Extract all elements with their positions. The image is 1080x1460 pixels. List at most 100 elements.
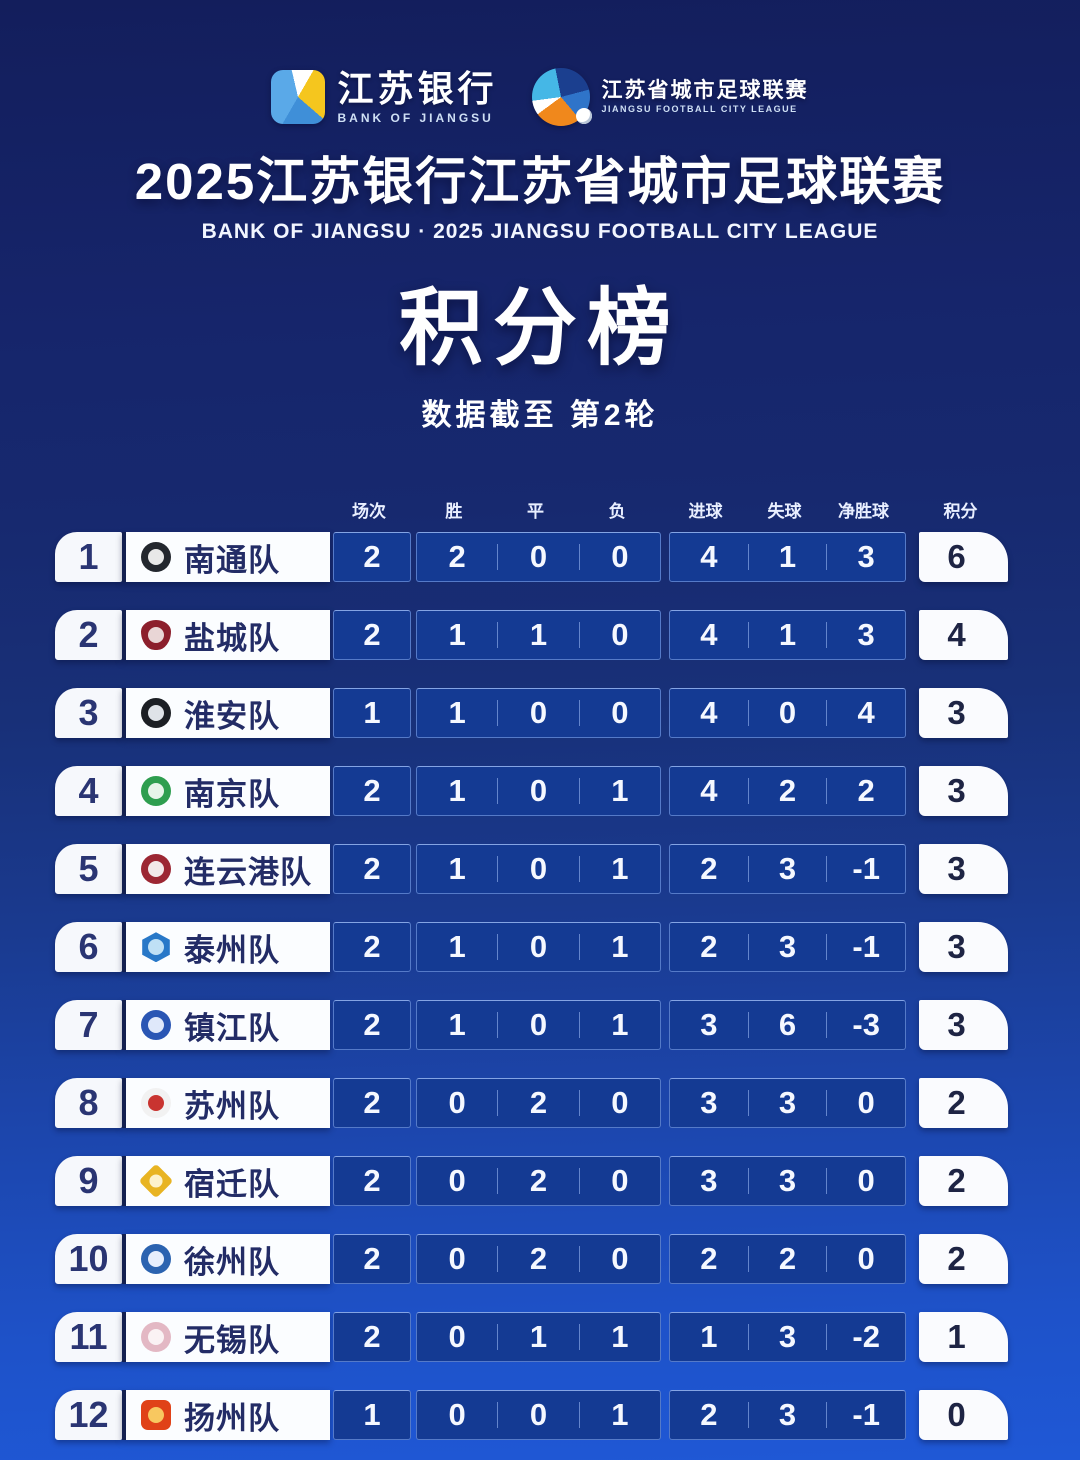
points-value: 3 bbox=[947, 928, 966, 966]
rank-badge: 6 bbox=[55, 922, 122, 973]
stat-played-value: 2 bbox=[363, 617, 381, 653]
stat-draw-value: 0 bbox=[529, 1007, 548, 1043]
stat-played-cell: 2 bbox=[333, 610, 411, 661]
stat-played-value: 1 bbox=[363, 695, 381, 731]
stat-goals-cell: 2 2 0 bbox=[669, 1234, 906, 1285]
points-value: 3 bbox=[947, 772, 966, 810]
stat-goal-diff-value: 4 bbox=[857, 695, 875, 731]
stat-goals-against-value: 2 bbox=[778, 1241, 797, 1277]
team-name: 苏州队 bbox=[184, 1088, 280, 1124]
rank-number: 2 bbox=[78, 614, 99, 656]
points-value: 1 bbox=[947, 1318, 966, 1356]
stat-win-value: 0 bbox=[448, 1319, 466, 1355]
col-header-goals-against: 失球 bbox=[767, 501, 802, 521]
rank-badge: 11 bbox=[55, 1312, 122, 1363]
team-badge-icon bbox=[141, 1244, 171, 1275]
stat-draw-value: 2 bbox=[529, 1085, 548, 1121]
stat-win-value: 1 bbox=[448, 773, 466, 809]
stat-played-value: 2 bbox=[363, 1085, 381, 1121]
stat-played-cell: 2 bbox=[333, 1078, 411, 1129]
col-header-played: 场次 bbox=[352, 501, 386, 521]
league-name-cn: 江苏省城市足球联赛 bbox=[601, 79, 809, 102]
team-name: 南京队 bbox=[184, 776, 280, 812]
stat-goals-cell: 4 1 3 bbox=[669, 532, 906, 583]
rank-number: 8 bbox=[78, 1082, 99, 1124]
cell-divider bbox=[497, 544, 499, 571]
stat-goals-against-value: 3 bbox=[778, 1163, 797, 1199]
table-row: 4 南京队 2 1 0 1 4 2 2 3 bbox=[0, 766, 1080, 817]
rank-number: 11 bbox=[69, 1316, 108, 1358]
points-cell: 4 bbox=[919, 610, 1008, 661]
stat-goals-for-value: 2 bbox=[700, 851, 718, 887]
rank-badge: 1 bbox=[55, 532, 122, 583]
league-name-en: JIANGSU FOOTBALL CITY LEAGUE bbox=[601, 104, 798, 115]
cell-divider bbox=[747, 1324, 749, 1351]
table-row: 2 盐城队 2 1 1 0 4 1 3 4 bbox=[0, 610, 1080, 661]
cell-divider bbox=[747, 544, 749, 571]
stat-goals-against-value: 3 bbox=[778, 929, 797, 965]
stat-win-value: 1 bbox=[448, 929, 466, 965]
team-name: 泰州队 bbox=[184, 932, 280, 968]
cell-divider bbox=[826, 544, 828, 571]
stat-win-value: 1 bbox=[448, 851, 466, 887]
stat-win-value: 0 bbox=[448, 1085, 466, 1121]
team-cell: 泰州队 bbox=[122, 922, 330, 973]
cell-divider bbox=[497, 1168, 499, 1195]
rank-badge: 12 bbox=[55, 1390, 122, 1441]
stat-goals-against-value: 0 bbox=[778, 695, 797, 731]
cell-divider bbox=[497, 700, 499, 727]
cell-divider bbox=[826, 1012, 828, 1039]
stat-goals-for-value: 2 bbox=[700, 1397, 718, 1433]
stat-win-value: 0 bbox=[448, 1163, 466, 1199]
stat-goal-diff-value: 0 bbox=[857, 1241, 875, 1277]
bank-name-en: BANK OF JIANGSU bbox=[337, 111, 494, 126]
points-cell: 3 bbox=[919, 1000, 1008, 1051]
points-cell: 2 bbox=[919, 1078, 1008, 1129]
team-badge-icon bbox=[142, 932, 170, 963]
cell-divider bbox=[826, 856, 828, 883]
col-header-wdl-group: 胜 平 负 bbox=[413, 497, 658, 522]
stat-goals-for-value: 3 bbox=[700, 1007, 718, 1043]
cell-divider bbox=[747, 1090, 749, 1117]
team-cell: 扬州队 bbox=[122, 1390, 330, 1441]
rank-number: 4 bbox=[78, 770, 99, 812]
stat-wdl-cell: 1 0 1 bbox=[416, 766, 661, 817]
points-cell: 3 bbox=[919, 766, 1008, 817]
team-badge-icon bbox=[141, 1088, 171, 1119]
team-name: 徐州队 bbox=[184, 1244, 280, 1280]
cell-divider bbox=[578, 700, 580, 727]
stat-played-cell: 1 bbox=[333, 688, 411, 739]
stat-goal-diff-value: -1 bbox=[852, 1397, 880, 1433]
stat-goal-diff-value: 0 bbox=[857, 1085, 875, 1121]
rank-number: 6 bbox=[78, 926, 99, 968]
rank-badge: 4 bbox=[55, 766, 122, 817]
team-cell: 盐城队 bbox=[122, 610, 330, 661]
rank-badge: 8 bbox=[55, 1078, 122, 1129]
data-cutoff-note: 数据截至 第2轮 bbox=[421, 399, 659, 433]
points-value: 6 bbox=[947, 538, 966, 576]
stat-played-value: 2 bbox=[363, 539, 381, 575]
stat-draw-value: 0 bbox=[529, 929, 548, 965]
rank-number: 12 bbox=[68, 1394, 109, 1436]
stat-played-value: 2 bbox=[363, 929, 381, 965]
league-logo-text: 江苏省城市足球联赛 JIANGSU FOOTBALL CITY LEAGUE bbox=[602, 79, 809, 115]
section-title: 积分榜 bbox=[398, 281, 681, 375]
table-header-row: 场次 胜 平 负 进球 失球 净胜球 积分 bbox=[0, 497, 1080, 522]
points-value: 3 bbox=[947, 850, 966, 888]
stat-wdl-cell: 1 0 1 bbox=[416, 922, 661, 973]
stat-wdl-cell: 0 1 1 bbox=[416, 1312, 661, 1363]
table-row: 11 无锡队 2 0 1 1 1 3 -2 1 bbox=[0, 1312, 1080, 1363]
cell-divider bbox=[497, 1324, 499, 1351]
points-cell: 2 bbox=[919, 1234, 1008, 1285]
stat-played-value: 2 bbox=[363, 851, 381, 887]
cell-divider bbox=[826, 778, 828, 805]
team-badge-icon bbox=[141, 1010, 171, 1041]
stat-goals-for-value: 4 bbox=[700, 617, 718, 653]
stat-goal-diff-value: 2 bbox=[857, 773, 875, 809]
cell-divider bbox=[497, 622, 499, 649]
stat-goals-for-value: 4 bbox=[700, 773, 718, 809]
col-header-goals-group: 进球 失球 净胜球 bbox=[666, 497, 903, 522]
stat-played-value: 2 bbox=[363, 1241, 381, 1277]
cell-divider bbox=[578, 544, 580, 571]
